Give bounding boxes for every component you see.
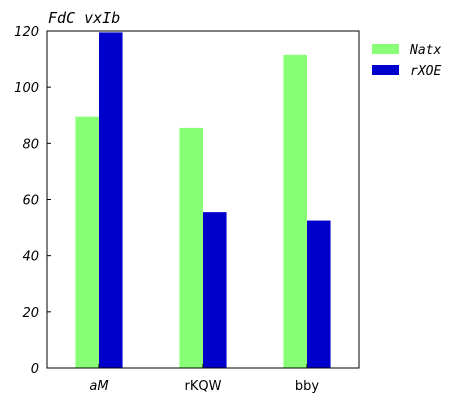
bar-rXOE-bby [307, 220, 331, 368]
y-axis: 0 20 40 60 80 100 120 [14, 25, 51, 377]
chart-title: FdC vxIb [48, 9, 120, 27]
y-tick-label: 120 [14, 25, 39, 40]
x-tick-label: aM [89, 379, 108, 394]
y-tick-label: 100 [14, 81, 39, 96]
bar-rXOE-rKQW [203, 212, 227, 368]
bar-rXOE-aM [99, 32, 123, 369]
y-tick-label: 20 [22, 306, 39, 321]
legend-label-Natx: Natx [409, 43, 441, 58]
legend-label-rXOE: rXOE [410, 64, 441, 79]
legend-swatch-rXOE [372, 65, 399, 75]
bar-Natx-aM [75, 116, 99, 369]
x-tick-label: bby [295, 379, 320, 394]
y-tick-label: 0 [31, 362, 39, 377]
bar-Natx-bby [283, 54, 307, 369]
legend-swatch-Natx [372, 44, 399, 54]
legend: Natx rXOE [372, 43, 441, 79]
x-tick-label: rKQW [185, 379, 222, 394]
bars-layer [75, 32, 331, 369]
x-axis: aM rKQW bby [89, 364, 319, 394]
bar-Natx-rKQW [179, 127, 203, 368]
y-tick-label: 40 [22, 250, 39, 265]
y-tick-label: 60 [22, 194, 39, 209]
y-tick-label: 80 [22, 137, 39, 152]
